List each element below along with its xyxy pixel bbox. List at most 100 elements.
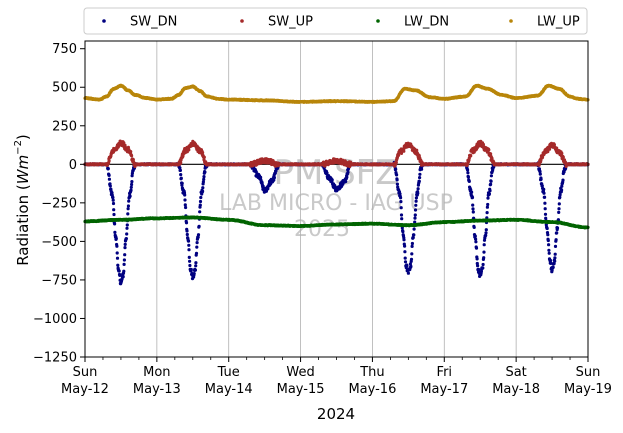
data-point <box>187 255 191 259</box>
legend-marker <box>240 19 244 23</box>
data-point <box>561 155 565 159</box>
data-point <box>399 196 403 200</box>
data-point <box>193 268 197 272</box>
data-point <box>474 246 479 250</box>
data-point <box>129 188 133 192</box>
data-point <box>180 181 184 185</box>
series-sw-up <box>83 139 590 169</box>
data-point <box>112 212 116 217</box>
data-point <box>553 259 557 263</box>
legend-label: LW_DN <box>404 15 449 30</box>
data-point <box>179 176 183 180</box>
data-point <box>194 264 198 268</box>
data-point <box>469 154 473 158</box>
data-point <box>414 199 418 203</box>
data-point <box>194 251 199 255</box>
data-point <box>538 170 542 174</box>
data-point <box>395 182 399 186</box>
data-point <box>484 231 488 235</box>
data-point <box>126 145 130 149</box>
data-point <box>485 211 489 215</box>
data-point <box>560 188 564 192</box>
data-point <box>476 264 480 268</box>
data-point <box>561 178 565 182</box>
data-point <box>557 202 561 206</box>
data-point <box>184 221 189 225</box>
data-point <box>542 191 546 195</box>
data-point <box>471 203 475 207</box>
data-point <box>547 248 551 252</box>
data-point <box>415 148 419 152</box>
data-point <box>466 171 470 175</box>
data-point <box>108 184 112 188</box>
data-point <box>410 252 414 256</box>
data-point <box>123 143 127 147</box>
data-point <box>346 170 350 174</box>
data-point <box>403 250 407 254</box>
data-point <box>484 228 488 232</box>
data-point <box>549 259 553 263</box>
data-point <box>547 243 551 247</box>
data-point <box>409 264 413 268</box>
data-point <box>551 265 555 269</box>
data-point <box>116 263 120 267</box>
data-point <box>130 154 134 158</box>
data-point <box>201 189 205 193</box>
data-point <box>397 153 401 157</box>
data-point <box>195 245 199 249</box>
legend-label: SW_DN <box>130 15 177 30</box>
data-point <box>185 232 189 237</box>
data-point <box>412 227 416 231</box>
data-point <box>486 202 490 207</box>
data-point <box>473 234 477 238</box>
data-point <box>543 201 547 205</box>
data-point <box>558 195 562 199</box>
data-point <box>552 143 557 147</box>
data-point <box>417 179 421 183</box>
data-point <box>272 176 276 180</box>
data-point <box>196 235 200 239</box>
data-point <box>553 256 557 260</box>
data-point <box>184 205 188 210</box>
data-point <box>187 243 191 247</box>
legend-marker <box>509 19 513 23</box>
data-point <box>197 224 201 228</box>
data-point <box>113 222 117 226</box>
data-point <box>543 207 547 211</box>
data-point <box>111 201 116 206</box>
data-point <box>546 233 550 237</box>
data-point <box>130 180 134 184</box>
data-point <box>471 210 475 214</box>
data-point <box>489 182 493 186</box>
data-point <box>414 196 418 200</box>
data-point <box>403 260 408 264</box>
data-point <box>183 198 187 202</box>
data-point <box>122 258 126 262</box>
data-point <box>183 203 187 207</box>
data-point <box>562 170 566 174</box>
data-point <box>490 156 494 160</box>
data-point <box>198 210 202 214</box>
data-point <box>472 225 476 229</box>
data-point <box>560 184 564 188</box>
data-point <box>418 172 422 176</box>
data-point <box>201 186 205 190</box>
data-point <box>117 269 121 273</box>
legend-label: SW_UP <box>268 15 313 30</box>
data-point <box>179 173 183 177</box>
data-point <box>129 150 133 154</box>
data-point <box>467 179 471 183</box>
data-point <box>110 191 114 195</box>
data-point <box>405 264 409 268</box>
data-point <box>127 199 131 203</box>
watermark-line-2: LAB MICRO - IAG USP <box>219 191 453 216</box>
data-point <box>178 168 182 172</box>
data-point <box>409 257 414 261</box>
data-point <box>113 230 117 234</box>
data-point <box>130 182 134 187</box>
data-point <box>414 203 418 207</box>
data-point <box>400 217 404 221</box>
legend-marker <box>376 19 380 23</box>
data-point <box>192 272 196 276</box>
